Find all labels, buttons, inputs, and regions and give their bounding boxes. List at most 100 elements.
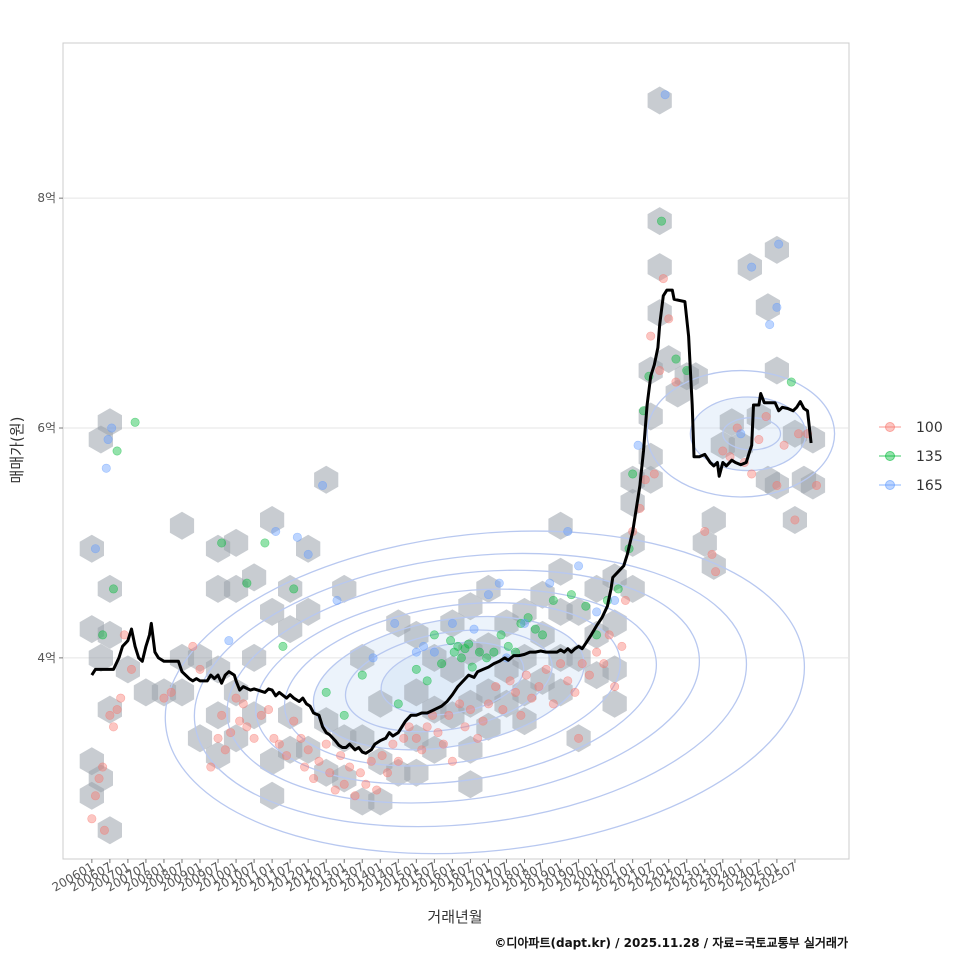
data-point-100: [296, 733, 306, 743]
data-point-100: [417, 745, 427, 755]
data-point-100: [700, 526, 710, 536]
hexbin-cell: [782, 506, 807, 534]
data-point-135: [460, 644, 470, 654]
data-point-100: [574, 733, 584, 743]
data-point-100: [231, 693, 241, 703]
data-point-135: [242, 578, 252, 588]
data-point-100: [794, 429, 804, 439]
data-point-100: [718, 446, 728, 456]
data-point-100: [116, 693, 126, 703]
data-point-135: [429, 630, 439, 640]
data-point-165: [390, 618, 400, 628]
hexbin-cell: [79, 534, 104, 563]
data-point-100: [87, 814, 97, 824]
hexbin-cell: [602, 609, 627, 638]
data-point-100: [393, 756, 403, 766]
density-contour-line: [254, 588, 658, 785]
data-point-100: [548, 699, 558, 709]
data-point-100: [556, 659, 566, 669]
data-point-100: [330, 785, 340, 795]
data-point-100: [707, 549, 717, 559]
data-point-100: [166, 687, 176, 697]
y-tick-label: 6억: [37, 421, 56, 435]
density-contour-line: [312, 615, 585, 751]
hexbin-cell: [97, 620, 122, 649]
data-point-100: [325, 768, 335, 778]
trend-line-layer: [90, 288, 813, 755]
data-point-100: [534, 682, 544, 692]
hexbin-cell: [458, 735, 483, 764]
data-point-165: [292, 532, 302, 542]
data-point-100: [438, 739, 448, 749]
hexbin-cell: [88, 764, 113, 793]
data-point-135: [456, 653, 466, 663]
hexbin-cell: [422, 735, 447, 764]
data-point-135: [321, 687, 331, 697]
data-point-100: [303, 745, 313, 755]
data-point-100: [527, 693, 537, 703]
density-contour-line: [226, 569, 701, 804]
data-point-100: [105, 710, 115, 720]
data-point-165: [736, 429, 746, 439]
hexbin-cell: [169, 511, 195, 540]
data-point-100: [655, 366, 665, 376]
hexbin-cell: [638, 465, 663, 494]
data-point-100: [649, 469, 659, 479]
data-point-165: [520, 618, 530, 628]
data-point-135: [489, 647, 499, 657]
data-point-165: [90, 544, 100, 554]
data-point-135: [464, 639, 474, 649]
hexbin-cell: [260, 506, 285, 534]
legend-label: 135: [916, 449, 943, 465]
legend-key-marker: [885, 451, 895, 461]
data-point-100: [206, 762, 216, 772]
data-point-100: [159, 693, 169, 703]
data-point-100: [404, 722, 414, 732]
hexbin-cell: [656, 345, 681, 374]
y-tick-label: 8억: [37, 191, 56, 205]
data-point-165: [107, 423, 117, 433]
data-point-135: [453, 641, 463, 651]
legend-key-marker: [885, 480, 895, 490]
data-point-165: [429, 647, 439, 657]
data-point-100: [399, 733, 409, 743]
data-point-135: [339, 710, 349, 720]
data-point-135: [467, 662, 477, 672]
data-point-100: [510, 687, 520, 697]
data-point-100: [491, 682, 501, 692]
data-point-100: [366, 756, 376, 766]
hexbin-cell: [548, 511, 573, 540]
data-point-100: [238, 699, 248, 709]
data-point-165: [103, 435, 113, 445]
data-point-165: [660, 90, 670, 100]
data-point-100: [664, 314, 674, 324]
data-point-135: [422, 676, 432, 686]
data-point-100: [455, 699, 465, 709]
data-point-165: [411, 647, 421, 657]
hexbin-cell: [476, 632, 501, 661]
data-point-100: [812, 480, 822, 490]
density-contour-line: [689, 396, 807, 472]
data-point-100: [377, 751, 387, 761]
data-point-135: [357, 670, 367, 680]
data-point-100: [521, 670, 531, 680]
data-point-135: [130, 417, 140, 427]
data-point-100: [98, 762, 108, 772]
data-point-100: [433, 728, 443, 738]
hexbin-cell: [647, 253, 672, 282]
hexbin-cell: [440, 655, 465, 684]
data-point-135: [393, 699, 403, 709]
data-point-100: [790, 515, 800, 525]
data-point-100: [361, 779, 371, 789]
data-point-165: [318, 480, 328, 490]
data-point-135: [449, 647, 459, 657]
hexbin-cell: [728, 431, 753, 460]
data-point-100: [732, 423, 742, 433]
hexbin-cell: [278, 615, 303, 644]
data-point-100: [599, 659, 609, 669]
data-point-135: [289, 584, 299, 594]
hexbin-cell: [548, 678, 573, 707]
hexbin-cell: [458, 770, 483, 799]
hexbin-cell: [755, 293, 780, 322]
data-point-100: [754, 435, 764, 445]
